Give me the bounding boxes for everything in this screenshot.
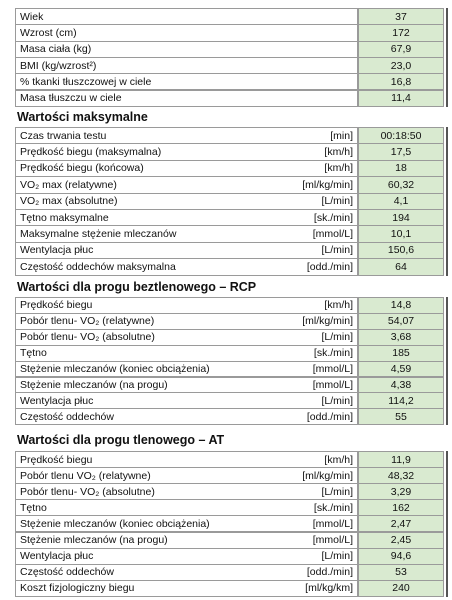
edge-line xyxy=(446,127,448,276)
row-label: Częstość oddechów xyxy=(15,408,260,426)
row-unit: [mmol/L] xyxy=(260,515,358,533)
row-label: Stężenie mleczanów (koniec obciążenia) xyxy=(15,515,260,533)
row-label: VO₂ max (absolutne) xyxy=(15,192,260,210)
row-label: Tętno xyxy=(15,499,260,517)
section-title: Wartości dla progu beztlenowego – RCP xyxy=(17,280,257,294)
row-label: Prędkość biegu (maksymalna) xyxy=(15,143,260,161)
row-value: 54,07 xyxy=(358,312,444,330)
row-label: Pobór tlenu- VO₂ (absolutne) xyxy=(15,483,260,501)
row-value: 240 xyxy=(358,579,444,597)
row-unit: [L/min] xyxy=(260,483,358,501)
row-value: 3,68 xyxy=(358,328,444,346)
row-value: 4,38 xyxy=(358,376,444,394)
row-label: Wentylacja płuc xyxy=(15,547,260,565)
row-label: Czas trwania testu xyxy=(15,127,260,145)
row-label: Masa ciała (kg) xyxy=(15,40,358,58)
row-value: 11,9 xyxy=(358,451,444,469)
row-value: 150,6 xyxy=(358,241,444,260)
row-label: Tętno xyxy=(15,344,260,362)
row-unit: [min] xyxy=(260,127,358,145)
row-value: 4,59 xyxy=(358,360,444,378)
row-label: Wzrost (cm) xyxy=(15,24,358,42)
row-value: 3,29 xyxy=(358,483,444,501)
row-value: 55 xyxy=(358,408,444,426)
row-unit: [L/min] xyxy=(260,241,358,260)
row-unit: [mmol/L] xyxy=(260,360,358,378)
row-unit: [L/min] xyxy=(260,328,358,346)
row-unit: [L/min] xyxy=(260,192,358,210)
row-label: Pobór tlenu VO₂ (relatywne) xyxy=(15,467,260,485)
row-unit: [ml/kg/min] xyxy=(260,176,358,194)
edge-line xyxy=(446,8,448,107)
row-label: Prędkość biegu xyxy=(15,297,260,314)
row-value: 48,32 xyxy=(358,467,444,485)
row-unit: [odd./min] xyxy=(260,258,358,276)
row-value: 67,9 xyxy=(358,40,444,58)
row-unit: [mmol/L] xyxy=(260,531,358,549)
row-label: Prędkość biegu xyxy=(15,451,260,469)
row-label: Masa tłuszczu w ciele xyxy=(15,89,358,107)
row-label: Maksymalne stężenie mleczanów xyxy=(15,225,260,243)
row-label: Prędkość biegu (końcowa) xyxy=(15,159,260,178)
row-unit: [L/min] xyxy=(260,392,358,410)
row-unit: [sk./min] xyxy=(260,209,358,227)
section-title: Wartości dla progu tlenowego – AT xyxy=(17,433,225,447)
row-value: 4,1 xyxy=(358,192,444,210)
row-value: 10,1 xyxy=(358,225,444,243)
row-value: 11,4 xyxy=(358,89,444,107)
row-unit: [mmol/L] xyxy=(260,376,358,394)
row-label: Stężenie mleczanów (na progu) xyxy=(15,376,260,394)
row-value: 16,8 xyxy=(358,73,444,91)
row-value: 114,2 xyxy=(358,392,444,410)
row-value: 185 xyxy=(358,344,444,362)
section-title: Wartości maksymalne xyxy=(17,110,148,124)
row-label: VO₂ max (relatywne) xyxy=(15,176,260,194)
row-value: 23,0 xyxy=(358,56,444,75)
row-unit: [mmol/L] xyxy=(260,225,358,243)
row-label: Pobór tlenu- VO₂ (relatywne) xyxy=(15,312,260,330)
row-label: Wiek xyxy=(15,8,358,26)
row-value: 53 xyxy=(358,563,444,581)
row-label: Koszt fizjologiczny biegu xyxy=(15,579,260,597)
row-label: Wentylacja płuc xyxy=(15,392,260,410)
row-label: Stężenie mleczanów (na progu) xyxy=(15,531,260,549)
row-unit: [L/min] xyxy=(260,547,358,565)
row-unit: [ml/kg/min] xyxy=(260,312,358,330)
row-label: Częstość oddechów xyxy=(15,563,260,581)
row-unit: [ml/kg/min] xyxy=(260,467,358,485)
row-value: 37 xyxy=(358,8,444,26)
row-value: 2,45 xyxy=(358,531,444,549)
row-value: 64 xyxy=(358,258,444,276)
row-label: Stężenie mleczanów (koniec obciążenia) xyxy=(15,360,260,378)
row-label: Pobór tlenu- VO₂ (absolutne) xyxy=(15,328,260,346)
row-label: % tkanki tłuszczowej w ciele xyxy=(15,73,358,91)
row-unit: [sk./min] xyxy=(260,499,358,517)
row-label: Częstość oddechów maksymalna xyxy=(15,258,260,276)
row-value: 14,8 xyxy=(358,297,444,314)
row-unit: [km/h] xyxy=(260,451,358,469)
row-value: 18 xyxy=(358,159,444,178)
row-label: Wentylacja płuc xyxy=(15,241,260,260)
row-value: 2,47 xyxy=(358,515,444,533)
row-unit: [ml/kg/km] xyxy=(260,579,358,597)
row-unit: [sk./min] xyxy=(260,344,358,362)
row-value: 00:18:50 xyxy=(358,127,444,145)
row-unit: [km/h] xyxy=(260,143,358,161)
row-value: 194 xyxy=(358,209,444,227)
row-value: 172 xyxy=(358,24,444,42)
row-value: 60,32 xyxy=(358,176,444,194)
row-unit: [odd./min] xyxy=(260,408,358,426)
row-value: 17,5 xyxy=(358,143,444,161)
row-value: 162 xyxy=(358,499,444,517)
row-unit: [km/h] xyxy=(260,297,358,314)
row-label: Tętno maksymalne xyxy=(15,209,260,227)
row-value: 94,6 xyxy=(358,547,444,565)
edge-line xyxy=(446,297,448,426)
row-unit: [odd./min] xyxy=(260,563,358,581)
row-label: BMI (kg/wzrost²) xyxy=(15,56,358,75)
edge-line xyxy=(446,451,448,597)
row-unit: [km/h] xyxy=(260,159,358,178)
